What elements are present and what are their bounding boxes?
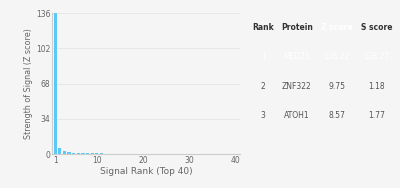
Bar: [86, 153, 89, 154]
Text: 2: 2: [261, 82, 266, 90]
Text: Rank: Rank: [252, 23, 274, 32]
Text: ATOH1: ATOH1: [284, 111, 310, 120]
Text: 1: 1: [261, 52, 266, 61]
Bar: [81, 153, 84, 154]
Bar: [68, 152, 71, 154]
Text: 136.22: 136.22: [324, 52, 350, 61]
Bar: [63, 151, 66, 154]
Text: Z score: Z score: [321, 23, 353, 32]
Text: MED21: MED21: [283, 52, 310, 61]
Text: 128.27: 128.27: [363, 52, 390, 61]
Text: Protein: Protein: [281, 23, 313, 32]
Text: 1.77: 1.77: [368, 111, 385, 120]
Text: S score: S score: [360, 23, 392, 32]
Text: 3: 3: [261, 111, 266, 120]
Bar: [90, 153, 94, 154]
Text: ZNF322: ZNF322: [282, 82, 312, 90]
Bar: [100, 153, 103, 154]
Y-axis label: Strength of Signal (Z score): Strength of Signal (Z score): [24, 28, 33, 139]
Bar: [95, 153, 98, 154]
Bar: [72, 152, 75, 154]
Bar: [58, 148, 62, 154]
Text: 9.75: 9.75: [328, 82, 345, 90]
Bar: [54, 13, 57, 154]
X-axis label: Signal Rank (Top 40): Signal Rank (Top 40): [100, 167, 192, 176]
Text: 8.57: 8.57: [328, 111, 345, 120]
Text: 1.18: 1.18: [368, 82, 385, 90]
Bar: [77, 153, 80, 154]
